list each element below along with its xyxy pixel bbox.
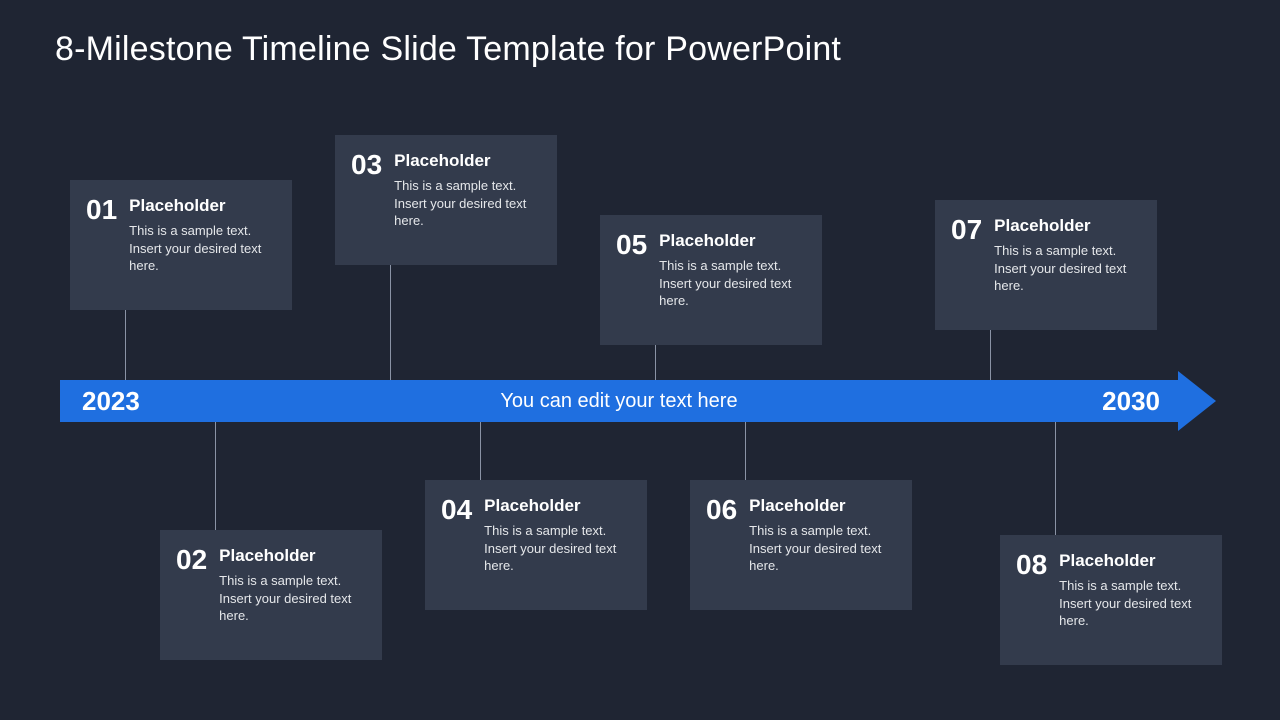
milestone-card-03: 03 Placeholder This is a sample text. Inse… xyxy=(335,135,557,265)
milestone-body: This is a sample text. Insert your desir… xyxy=(219,572,364,625)
connector-02 xyxy=(215,422,216,530)
milestone-body: This is a sample text. Insert your desir… xyxy=(394,177,539,230)
milestone-card-02: 02 Placeholder This is a sample text. Inse… xyxy=(160,530,382,660)
connector-04 xyxy=(480,422,481,480)
milestone-heading: Placeholder xyxy=(394,151,539,171)
arrow-end-year: 2030 xyxy=(1102,386,1160,417)
milestone-number: 07 xyxy=(951,216,982,312)
milestone-text: Placeholder This is a sample text. Insert… xyxy=(394,151,539,247)
milestone-text: Placeholder This is a sample text. Insert… xyxy=(994,216,1139,312)
milestone-number: 03 xyxy=(351,151,382,247)
slide: 8-Milestone Timeline Slide Template for … xyxy=(0,0,1280,720)
milestone-heading: Placeholder xyxy=(749,496,894,516)
timeline-arrow: 2023 You can edit your text here 2030 xyxy=(60,380,1216,422)
milestone-number: 04 xyxy=(441,496,472,592)
connector-08 xyxy=(1055,422,1056,535)
milestone-heading: Placeholder xyxy=(484,496,629,516)
milestone-text: Placeholder This is a sample text. Insert… xyxy=(129,196,274,292)
arrow-middle-text: You can edit your text here xyxy=(60,390,1178,413)
milestone-text: Placeholder This is a sample text. Insert… xyxy=(219,546,364,642)
milestone-text: Placeholder This is a sample text. Insert… xyxy=(659,231,804,327)
milestone-card-05: 05 Placeholder This is a sample text. Inse… xyxy=(600,215,822,345)
milestone-card-06: 06 Placeholder This is a sample text. Inse… xyxy=(690,480,912,610)
connector-05 xyxy=(655,345,656,380)
arrow-bar: 2023 You can edit your text here 2030 xyxy=(60,380,1178,422)
milestone-heading: Placeholder xyxy=(129,196,274,216)
milestone-text: Placeholder This is a sample text. Insert… xyxy=(749,496,894,592)
connector-01 xyxy=(125,310,126,380)
milestone-heading: Placeholder xyxy=(659,231,804,251)
milestone-heading: Placeholder xyxy=(219,546,364,566)
milestone-number: 05 xyxy=(616,231,647,327)
milestone-body: This is a sample text. Insert your desir… xyxy=(1059,577,1204,630)
connector-03 xyxy=(390,265,391,380)
connector-06 xyxy=(745,422,746,480)
milestone-body: This is a sample text. Insert your desir… xyxy=(749,522,894,575)
milestone-body: This is a sample text. Insert your desir… xyxy=(129,222,274,275)
milestone-text: Placeholder This is a sample text. Insert… xyxy=(1059,551,1204,647)
milestone-heading: Placeholder xyxy=(994,216,1139,236)
milestone-number: 02 xyxy=(176,546,207,642)
milestone-text: Placeholder This is a sample text. Insert… xyxy=(484,496,629,592)
milestone-body: This is a sample text. Insert your desir… xyxy=(659,257,804,310)
milestone-body: This is a sample text. Insert your desir… xyxy=(994,242,1139,295)
milestone-body: This is a sample text. Insert your desir… xyxy=(484,522,629,575)
milestone-card-04: 04 Placeholder This is a sample text. Inse… xyxy=(425,480,647,610)
connector-07 xyxy=(990,330,991,380)
milestone-card-01: 01 Placeholder This is a sample text. Inse… xyxy=(70,180,292,310)
arrow-head-icon xyxy=(1178,371,1216,431)
milestone-number: 01 xyxy=(86,196,117,292)
milestone-number: 08 xyxy=(1016,551,1047,647)
slide-title: 8-Milestone Timeline Slide Template for … xyxy=(55,30,841,69)
milestone-number: 06 xyxy=(706,496,737,592)
milestone-card-07: 07 Placeholder This is a sample text. Inse… xyxy=(935,200,1157,330)
milestone-heading: Placeholder xyxy=(1059,551,1204,571)
milestone-card-08: 08 Placeholder This is a sample text. Inse… xyxy=(1000,535,1222,665)
